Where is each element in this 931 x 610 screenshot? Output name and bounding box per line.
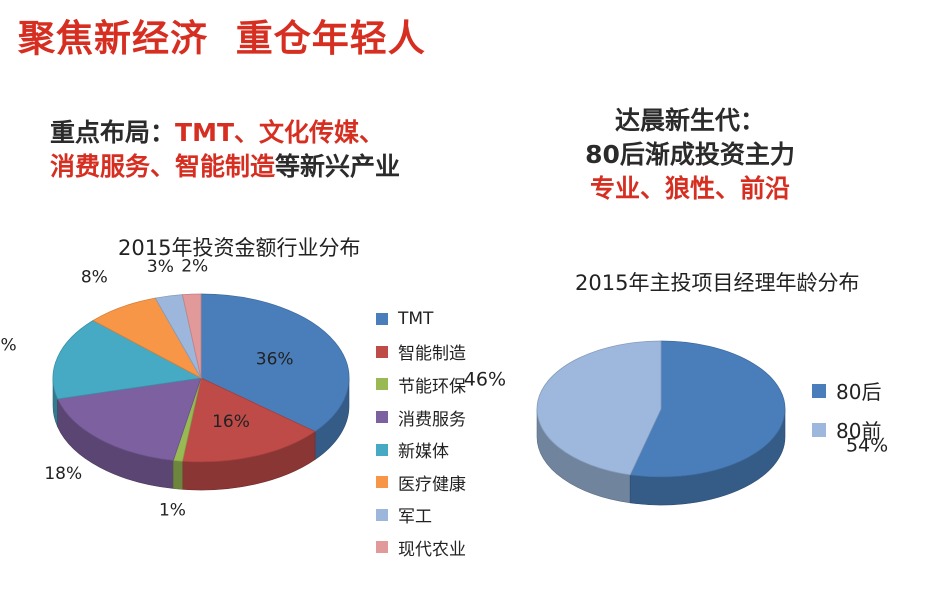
industry-legend-item: 新媒体 [376,433,466,466]
industry-legend-item: 现代农业 [376,531,466,564]
industry-legend-label: 节能环保 [398,376,466,397]
industry-legend-label: 医疗健康 [398,474,466,495]
industry-legend-swatch [376,476,388,489]
right-headline-line2: 80后渐成投资主力 [585,140,795,169]
industry-pie-slice-8 [181,293,202,379]
industry-legend: TMT 智能制造节能环保消费服务新媒体医疗健康军工现代农业 [376,303,466,564]
left-headline-line2: 消费服务、智能制造等新兴产业 [50,150,450,184]
industry-legend-swatch [376,541,388,554]
left-headline-suffix: 等新兴产业 [275,152,401,181]
industry-pie-slice-2 [181,377,316,463]
industry-pie-slice-5 [52,320,203,400]
industry-legend-label: 现代农业 [398,539,466,560]
industry-legend-swatch [376,443,388,456]
industry-pie-slice-4 [57,377,202,461]
industry-legend-label: TMT [398,309,434,330]
right-headline-line1: 达晨新生代： [614,106,765,135]
age-chart-title: 2015年主投项目经理年龄分布 [575,271,860,295]
industry-legend-swatch [376,508,388,521]
industry-legend-swatch [376,411,388,424]
age-legend-swatch [812,383,826,398]
industry-legend-item: 军工 [376,499,466,532]
left-headline-prefix: 重点布局： [50,118,176,147]
industry-pie-slice-1 [200,293,350,433]
industry-legend-swatch [376,378,388,391]
age-legend-swatch [812,422,826,437]
industry-legend-label: 军工 [398,507,432,528]
industry-pie-data-label: 36% [256,349,294,369]
industry-pie-data-label: 8% [81,267,108,287]
age-pie-data-label: 54% [846,435,888,457]
age-legend-item: 80后 [812,371,881,410]
industry-pie-data-label: 18% [44,464,82,484]
industry-legend-swatch [376,345,388,358]
industry-legend-item: 医疗健康 [376,466,466,499]
age-legend-item: 80前 [812,410,881,449]
right-headline-line3: 专业、狼性、前沿 [589,174,790,203]
industry-pie-data-label: 16% [212,412,250,432]
industry-legend-label: 新媒体 [398,442,449,463]
industry-pie-data-label: 1% [159,501,186,521]
industry-chart-title: 2015年投资金额行业分布 [118,236,361,260]
industry-legend-label: 智能制造 [398,344,466,365]
industry-legend-item: 消费服务 [376,401,466,434]
age-pie-slice-2 [536,340,662,476]
industry-pie-data-label: 3% [147,257,174,277]
age-legend-label: 80前 [836,419,882,443]
age-legend: 80后 80前 [812,371,881,449]
left-headline-highlight-1: TMT、文化传媒、 [175,118,385,147]
industry-legend-swatch [376,313,388,326]
left-headline-line1: 重点布局：TMT、文化传媒、 [50,116,450,150]
industry-pie-data-label: 16% [0,335,17,355]
industry-legend-item: 智能制造 [376,336,466,369]
age-legend-label: 80后 [836,380,882,404]
industry-legend-label: 消费服务 [398,409,466,430]
page-title: 聚焦新经济 重仓年轻人 [18,17,426,60]
industry-pie-data-label: 2% [181,256,208,276]
right-headline: 达晨新生代： 80后渐成投资主力 专业、狼性、前沿 [560,104,820,206]
left-headline: 重点布局：TMT、文化传媒、 消费服务、智能制造等新兴产业 [50,116,450,184]
age-pie-slice-1 [629,340,786,478]
industry-legend-item: TMT [376,303,466,336]
left-headline-highlight-2: 消费服务、智能制造 [50,152,276,181]
industry-legend-item: 节能环保 [376,368,466,401]
age-pie-data-label: 46% [464,368,506,390]
